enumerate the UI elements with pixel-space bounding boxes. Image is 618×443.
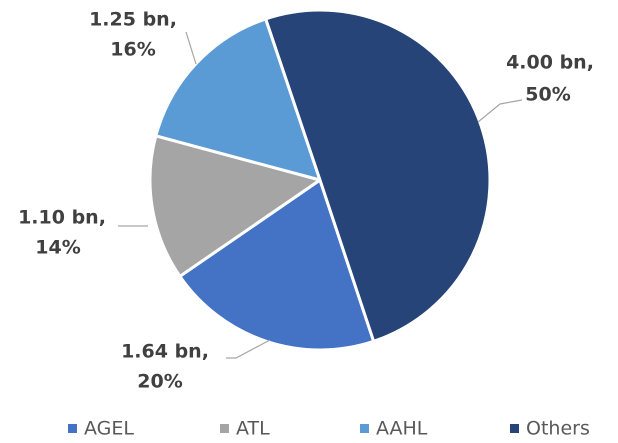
- legend-swatch: [220, 424, 229, 433]
- data-label: 1.64 bn,: [121, 341, 209, 363]
- data-label: 1.10 bn,: [18, 207, 106, 229]
- leader-line: [185, 31, 197, 65]
- legend-swatch: [510, 424, 519, 433]
- legend-label: ATL: [236, 418, 270, 440]
- pie-slice: [177, 177, 376, 352]
- legend-swatch: [68, 424, 77, 433]
- data-label: 14%: [35, 237, 80, 259]
- data-label: 50%: [525, 84, 570, 106]
- legend-label: AGEL: [84, 418, 134, 440]
- legend-label: Others: [526, 418, 590, 440]
- data-label: 20%: [137, 371, 182, 393]
- legend-label: AAHL: [376, 418, 428, 440]
- leader-line: [226, 339, 271, 359]
- legend-swatch: [360, 424, 369, 433]
- leader-line: [477, 99, 523, 123]
- data-label: 4.00 bn,: [506, 52, 594, 74]
- pie-slice: [263, 8, 492, 344]
- data-label: 16%: [110, 39, 155, 61]
- pie-slice: [148, 134, 324, 279]
- data-label: 1.25 bn,: [89, 9, 177, 31]
